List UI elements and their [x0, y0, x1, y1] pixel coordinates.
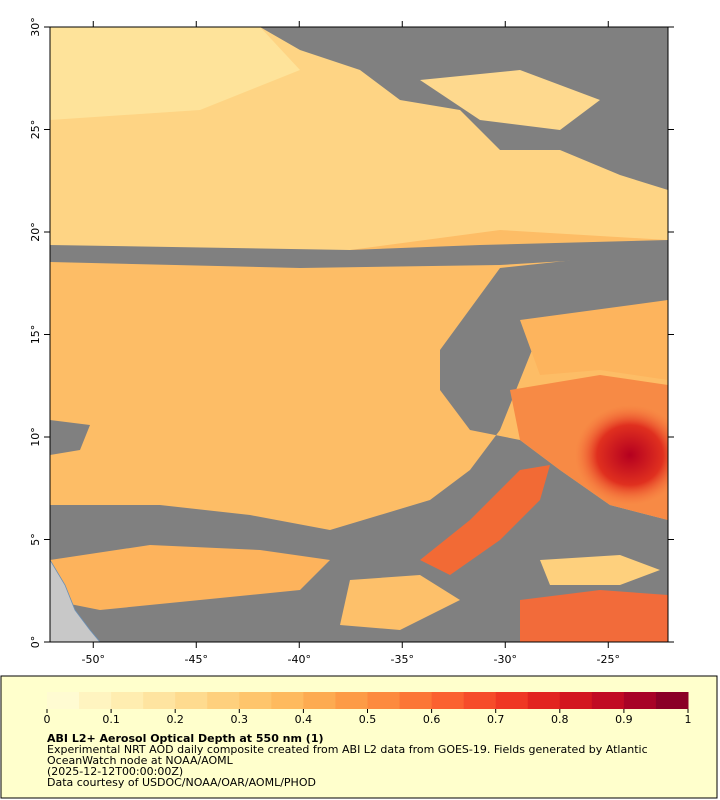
- colorbar-swatch: [303, 692, 336, 709]
- x-tick-label: -25°: [597, 653, 620, 666]
- legend-title: ABI L2+ Aerosol Optical Depth at 550 nm …: [47, 732, 324, 745]
- legend-line: Data courtesy of USDOC/NOAA/OAR/AOML/PHO…: [47, 776, 316, 789]
- cloud-gap: [50, 420, 90, 455]
- aod-patch: [520, 590, 668, 642]
- axes: -50° -45° -40° -35° -30° -25° 0° 5° 10° 15° 20° 25°…: [29, 17, 674, 666]
- colorbar-swatch: [495, 692, 529, 709]
- aod-high: [575, 405, 668, 505]
- y-tick-label: 20°: [29, 222, 42, 242]
- colorbar-swatch: [367, 692, 401, 709]
- aod-patch: [520, 300, 668, 380]
- aod-patch: [540, 555, 660, 585]
- colorbar-tick-label: 0.6: [423, 713, 441, 726]
- colorbar-tick-label: 0.5: [359, 713, 377, 726]
- colorbar-swatch: [271, 692, 304, 709]
- colorbar: 0 0.1 0.2 0.3 0.4 0.5 0.6 0.7 0.8 0.9 1: [44, 692, 692, 726]
- colorbar-swatch: [335, 692, 368, 709]
- x-tick-label: -45°: [185, 653, 208, 666]
- colorbar-tick-label: 0: [44, 713, 51, 726]
- x-tick-label: -50°: [82, 653, 105, 666]
- colorbar-swatch: [591, 692, 625, 709]
- colorbar-swatch: [239, 692, 272, 709]
- aod-patch: [420, 70, 600, 130]
- legend-line: Experimental NRT AOD daily composite cre…: [47, 743, 648, 756]
- y-tick-label: 30°: [29, 17, 42, 37]
- legend-line: OceanWatch node at NOAA/AOML: [47, 754, 234, 767]
- x-tick-label: -40°: [288, 653, 311, 666]
- colorbar-swatch: [175, 692, 208, 709]
- colorbar-tick-label: 1: [685, 713, 692, 726]
- colorbar-tick-label: 0.1: [102, 713, 120, 726]
- colorbar-tick-label: 0.2: [166, 713, 184, 726]
- aod-field: [50, 27, 668, 642]
- colorbar-swatch: [79, 692, 112, 709]
- colorbar-tick-label: 0.7: [487, 713, 505, 726]
- colorbar-swatch: [527, 692, 561, 709]
- legend-lines: Experimental NRT AOD daily composite cre…: [47, 743, 648, 789]
- colorbar-swatch: [111, 692, 144, 709]
- colorbar-swatch: [399, 692, 433, 709]
- colorbar-tick-label: 0.8: [551, 713, 569, 726]
- aod-patch: [50, 545, 330, 610]
- aod-patch: [340, 575, 460, 630]
- y-tick-label: 5°: [29, 533, 42, 546]
- colorbar-tick-label: 0.4: [295, 713, 313, 726]
- aod-pale-area: [50, 27, 300, 120]
- y-tick-label: 15°: [29, 325, 42, 345]
- y-tick-label: 0°: [29, 636, 42, 649]
- aod-patch: [420, 465, 550, 575]
- colorbar-swatch: [655, 692, 689, 709]
- x-tick-label: -35°: [391, 653, 414, 666]
- colorbar-swatch: [559, 692, 593, 709]
- cloud-gap: [50, 250, 668, 642]
- cloud-gap: [50, 240, 668, 268]
- colorbar-tick-label: 0.3: [231, 713, 249, 726]
- colorbar-swatch: [47, 692, 80, 709]
- y-tick-label: 10°: [29, 427, 42, 447]
- colorbar-swatch: [463, 692, 497, 709]
- colorbar-swatch: [143, 692, 176, 709]
- colorbar-tick-label: 0.9: [615, 713, 633, 726]
- colorbar-swatch: [207, 692, 240, 709]
- x-tick-label: -30°: [494, 653, 517, 666]
- colorbar-swatch: [431, 692, 465, 709]
- legend-line: (2025-12-12T00:00:00Z): [47, 765, 183, 778]
- land: [50, 559, 101, 642]
- colorbar-swatch: [623, 692, 657, 709]
- y-tick-label: 25°: [29, 120, 42, 140]
